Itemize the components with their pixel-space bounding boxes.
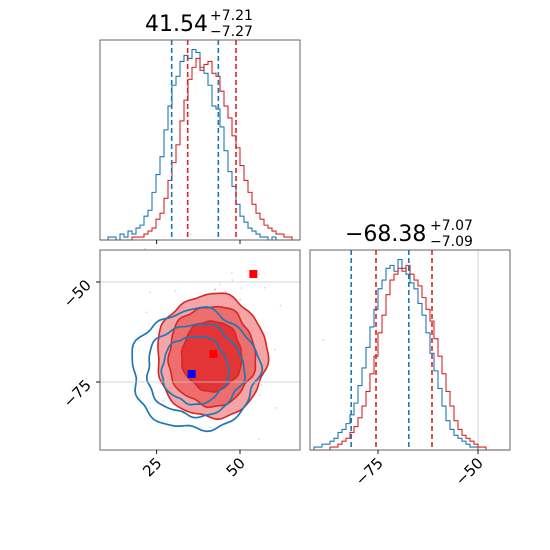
sample-point [174, 289, 177, 292]
sample-point [258, 394, 261, 397]
param1-title-plus: +7.21 [210, 8, 253, 24]
sample-point [225, 290, 227, 293]
series-a-contour [160, 335, 230, 406]
param1-title: 41.54 +7.21 −7.27 [145, 8, 253, 40]
param1-histogram-panel [99, 39, 301, 244]
param2-title: −68.38 +7.07 −7.09 [345, 218, 473, 250]
sample-point [230, 272, 233, 274]
sample-point [143, 248, 146, 250]
sample-point [279, 304, 282, 307]
param2-histogram-panel [309, 249, 511, 454]
sample-point [149, 407, 152, 410]
joint-y-tick-label: −50 [60, 276, 95, 311]
sample-point [273, 348, 276, 351]
param1-title-minus: −7.27 [210, 24, 253, 40]
joint-contour-panel [96, 233, 325, 454]
sample-point [162, 399, 164, 402]
panel-frame [309, 249, 511, 451]
series-a-contour [145, 323, 246, 419]
truth-marker [249, 270, 258, 278]
sample-point [190, 233, 192, 236]
sample-point [322, 339, 325, 341]
tick-labels: −50 −75 25 50 −75 −50 [60, 276, 487, 489]
joint-x-tick-label: 50 [223, 454, 249, 480]
series-b-histogram [310, 264, 510, 451]
sample-point [275, 406, 278, 409]
sample-point [231, 279, 234, 282]
param2-title-minus: −7.09 [430, 234, 473, 250]
sample-point [260, 384, 263, 387]
sample-point [239, 298, 242, 301]
sample-point [257, 438, 260, 441]
param2-x-tick-label: −75 [352, 454, 387, 489]
sample-point [214, 288, 216, 291]
joint-y-tick-label: −75 [60, 376, 95, 411]
series-a-contour [131, 306, 264, 433]
sample-point [219, 283, 222, 286]
truth-marker [209, 350, 218, 358]
series-a-histogram [310, 258, 510, 451]
truth-marker [187, 370, 196, 378]
sample-point [138, 339, 141, 342]
series-b-histogram [100, 57, 300, 241]
joint-x-tick-label: 25 [139, 454, 165, 480]
sample-point [240, 287, 243, 289]
sample-point [258, 273, 260, 276]
sample-point [159, 321, 162, 324]
param2-x-tick-label: −50 [452, 454, 487, 489]
sample-point [263, 286, 266, 289]
param2-title-plus: +7.07 [430, 218, 473, 234]
param2-title-main: −68.38 [345, 222, 426, 247]
sample-point [210, 426, 212, 429]
sample-point [149, 291, 152, 294]
series-a-histogram [100, 48, 300, 241]
param1-title-main: 41.54 [145, 12, 208, 37]
panel-frame [99, 249, 301, 451]
sample-point [145, 311, 148, 314]
panel-frame [99, 39, 301, 241]
